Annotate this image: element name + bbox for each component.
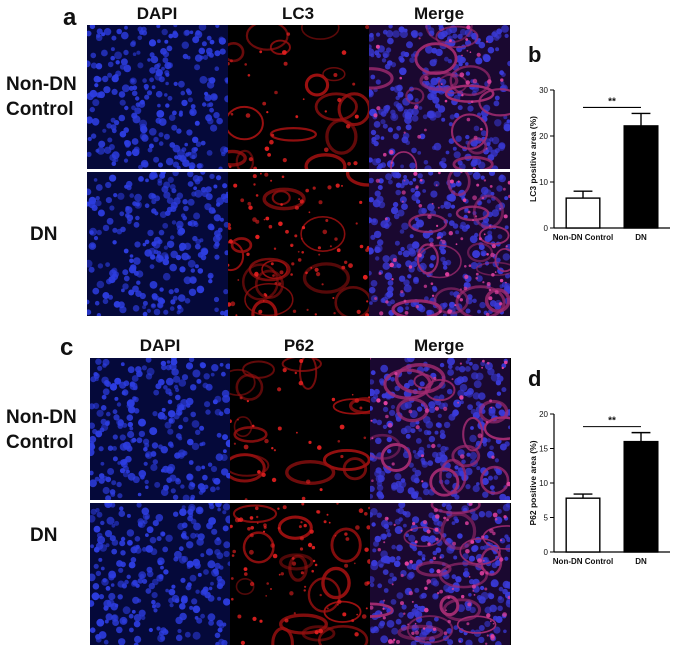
x-category-label: Non-DN Control xyxy=(553,233,613,242)
row-label-line: Control xyxy=(6,99,74,120)
micrograph-red-row1 xyxy=(228,25,369,169)
column-header-lc3: LC3 xyxy=(281,4,315,23)
x-category-label: Non-DN Control xyxy=(553,557,613,566)
x-category-label: DN xyxy=(635,557,647,566)
micrograph-dapi-row1 xyxy=(90,358,230,500)
y-tick-label: 0 xyxy=(544,224,549,233)
column-header-merge: Merge xyxy=(413,4,465,23)
y-tick-label: 15 xyxy=(539,445,548,454)
row-label-line: Non-DN xyxy=(6,407,77,428)
y-tick-label: 20 xyxy=(539,132,548,141)
row-label-non-dn-control: Non-DN Control xyxy=(6,405,77,455)
y-tick-label: 20 xyxy=(539,410,548,419)
significance-label: ** xyxy=(608,416,616,427)
row-label-line: Non-DN xyxy=(6,74,77,95)
y-tick-label: 0 xyxy=(544,548,549,557)
row-label-line: Control xyxy=(6,432,74,453)
y-axis-label: P62 positive area (%) xyxy=(528,440,538,525)
significance-label: ** xyxy=(608,96,616,107)
bar-non-dn-control xyxy=(565,497,601,553)
row-label-dn: DN xyxy=(30,222,57,247)
micrograph-red-row1 xyxy=(230,358,370,500)
y-tick-label: 10 xyxy=(539,178,548,187)
y-tick-label: 10 xyxy=(539,479,548,488)
panel-letter-a: a xyxy=(63,4,77,31)
micrograph-red-row2 xyxy=(228,172,369,316)
panel-letter-c: c xyxy=(60,334,74,361)
micrograph-red-row2 xyxy=(230,503,370,645)
micrograph-merge-row1 xyxy=(370,358,510,500)
bar-chart-svg: b 0 10 20 30 LC3 positive area (%) Non-DN Cont… xyxy=(528,42,670,242)
column-header-dapi: DAPI xyxy=(136,4,178,23)
panel-letter-b: b xyxy=(528,42,541,67)
row-label-line: DN xyxy=(30,525,58,546)
column-header-dapi: DAPI xyxy=(139,336,181,355)
panel-letter-d: d xyxy=(528,366,541,391)
y-axis-label: LC3 positive area (%) xyxy=(528,116,538,202)
bar-chart-p62: d 0 5 10 15 20 P62 positive area (%) Non-DN Con… xyxy=(506,362,684,602)
y-tick-label: 5 xyxy=(544,514,549,523)
bar-non-dn-control xyxy=(565,197,601,229)
row-separator xyxy=(87,169,510,172)
bar-chart-svg: d 0 5 10 15 20 P62 positive area (%) Non-DN Con… xyxy=(528,366,670,566)
micrograph-merge-row2 xyxy=(369,172,510,316)
x-category-label: DN xyxy=(635,233,647,242)
micrograph-merge-row2 xyxy=(370,503,510,645)
micrograph-dapi-row2 xyxy=(90,503,230,645)
micrograph-grid-a xyxy=(87,25,510,316)
row-label-line: DN xyxy=(30,224,58,245)
micrograph-grid-c xyxy=(90,358,511,645)
row-separator xyxy=(90,500,511,503)
bar-dn xyxy=(623,125,659,229)
micrograph-dapi-row2 xyxy=(87,172,228,316)
row-label-non-dn-control: Non-DN Control xyxy=(6,72,77,122)
micrograph-merge-row1 xyxy=(369,25,510,169)
column-header-merge: Merge xyxy=(413,336,465,355)
column-header-p62: P62 xyxy=(283,336,315,355)
bar-dn xyxy=(623,440,659,553)
bar-chart-lc3: b 0 10 20 30 LC3 positive area (%) Non-DN Cont… xyxy=(506,38,684,278)
row-label-dn: DN xyxy=(30,523,57,548)
y-tick-label: 30 xyxy=(539,86,548,95)
micrograph-dapi-row1 xyxy=(87,25,228,169)
